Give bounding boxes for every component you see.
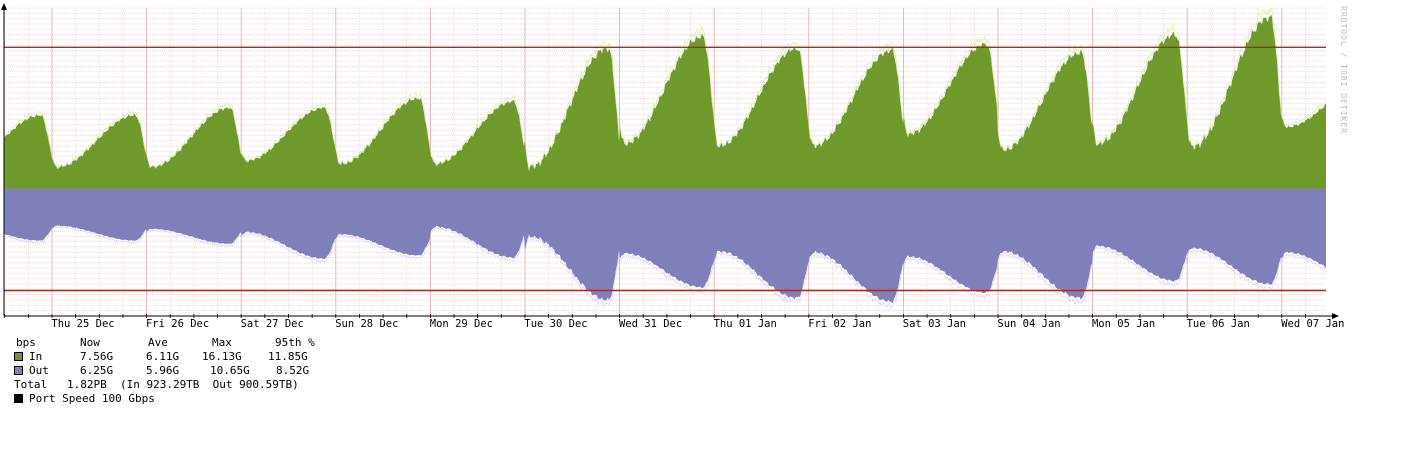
x-axis-arrow: [1332, 313, 1339, 319]
series-in-peak-trace: [3, 7, 1327, 171]
legend-header: bps Now Ave Max 95th %: [14, 336, 315, 350]
legend-in-label: In: [29, 350, 43, 363]
out-color-swatch: [14, 366, 23, 375]
legend-total: Total 1.82PB (In 923.29TB Out 900.59TB): [14, 378, 299, 392]
x-tick-label: Wed 31 Dec: [619, 318, 682, 330]
legend-out-max: 10.65G: [210, 364, 250, 377]
legend-in-ave: 6.11G: [146, 350, 180, 363]
legend-out-label: Out: [29, 364, 49, 377]
x-tick-label: Fri 02 Jan: [808, 318, 871, 330]
rrdtool-watermark: RRDTOOL / TOBI OETIKER: [1339, 6, 1348, 134]
legend-total-text: Total 1.82PB (In 923.29TB Out 900.59TB): [14, 378, 299, 391]
legend-header-max: Max: [212, 336, 232, 349]
traffic-chart: Thu 25 Dec Fri 26 Dec Sat 27 Dec Sun 28 Dec…: [1, 3, 1344, 330]
legend-in-now: 7.56G: [80, 350, 114, 363]
legend-header-label: bps: [16, 336, 36, 349]
x-tick-label: Mon 29 Dec: [430, 318, 493, 330]
legend-in-max: 16.13G: [202, 350, 242, 363]
x-axis-labels: Thu 25 Dec Fri 26 Dec Sat 27 Dec Sun 28 Dec…: [51, 318, 1344, 330]
y-axis-arrow: [1, 3, 7, 10]
legend: bps Now Ave Max 95th % In 7.56G 6.11G 16…: [14, 336, 315, 406]
in-color-swatch: [14, 352, 23, 361]
x-tick-label: Sat 27 Dec: [241, 318, 304, 330]
x-tick-label: Thu 01 Jan: [714, 318, 777, 330]
series-out-peak-trace: [3, 225, 1327, 309]
legend-in-p95: 11.85G: [268, 350, 308, 363]
legend-header-p95: 95th %: [275, 336, 315, 349]
legend-out-p95: 8.52G: [276, 364, 310, 377]
legend-row-in: In 7.56G 6.11G 16.13G 11.85G: [14, 350, 308, 364]
x-tick-label: Fri 26 Dec: [146, 318, 209, 330]
legend-row-out: Out 6.25G 5.96G 10.65G 8.52G: [14, 364, 309, 378]
series-out-area: [4, 188, 1326, 303]
x-tick-label: Tue 30 Dec: [524, 318, 587, 330]
x-tick-label: Sun 04 Jan: [997, 318, 1060, 330]
series-in-area: [4, 14, 1326, 189]
x-tick-label: Sat 03 Jan: [903, 318, 966, 330]
x-tick-label: Sun 28 Dec: [335, 318, 398, 330]
x-tick-label: Wed 07 Jan: [1281, 318, 1344, 330]
x-tick-label: Thu 25 Dec: [51, 318, 114, 330]
x-tick-label: Tue 06 Jan: [1187, 318, 1250, 330]
port-speed-swatch: [14, 394, 23, 403]
legend-port-speed: Port Speed 100 Gbps: [14, 392, 155, 406]
x-tick-label: Mon 05 Jan: [1092, 318, 1155, 330]
legend-out-now: 6.25G: [80, 364, 114, 377]
legend-header-now: Now: [80, 336, 100, 349]
legend-header-ave: Ave: [148, 336, 168, 349]
legend-port-speed-label: Port Speed 100 Gbps: [29, 392, 155, 405]
legend-out-ave: 5.96G: [146, 364, 180, 377]
axes: [1, 3, 1339, 319]
